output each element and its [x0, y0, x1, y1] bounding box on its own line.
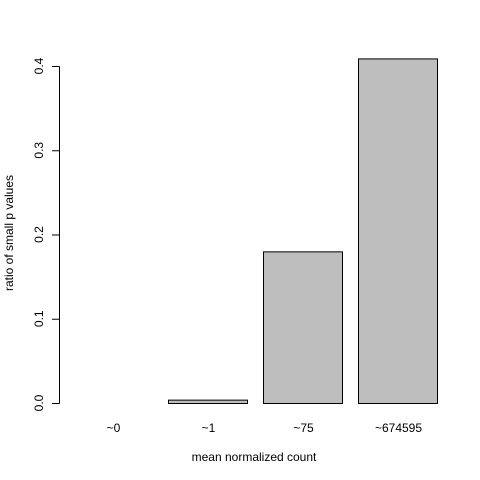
y-axis-title: ratio of small p values [2, 175, 16, 291]
bar-1 [168, 399, 248, 405]
bar-2 [263, 251, 343, 404]
x-category-label-3: ~674595 [375, 421, 422, 435]
x-category-label-0: ~0 [107, 421, 121, 435]
x-axis-title: mean normalized count [192, 450, 317, 464]
y-axis: 0.0 0.1 0.2 0.3 0.4 [32, 57, 60, 411]
y-tick-label-0: 0.0 [32, 394, 46, 411]
x-category-labels: ~0 ~1 ~75 ~674595 [107, 421, 423, 435]
x-category-label-1: ~1 [202, 421, 216, 435]
y-tick-label-4: 0.4 [32, 57, 46, 74]
y-tick-label-2: 0.2 [32, 226, 46, 243]
x-category-label-2: ~75 [293, 421, 314, 435]
y-tick-label-1: 0.1 [32, 310, 46, 327]
y-tick-label-3: 0.3 [32, 142, 46, 159]
bars-group [168, 58, 438, 405]
bar-3 [358, 58, 438, 404]
